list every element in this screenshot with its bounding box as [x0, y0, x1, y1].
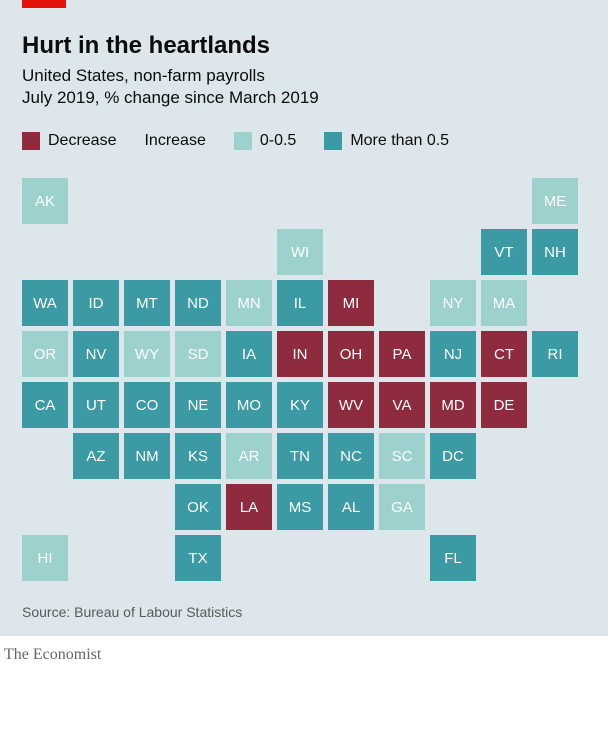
- legend-increase-label: Increase: [144, 132, 205, 150]
- swatch-high: [324, 132, 342, 150]
- state-cell-ga: GA: [379, 484, 425, 530]
- state-cell-ia: IA: [226, 331, 272, 377]
- state-cell-ky: KY: [277, 382, 323, 428]
- state-cell-ms: MS: [277, 484, 323, 530]
- state-cell-id: ID: [73, 280, 119, 326]
- state-cell-pa: PA: [379, 331, 425, 377]
- chart-subtitle-1: United States, non-farm payrolls: [22, 66, 586, 86]
- chart-title: Hurt in the heartlands: [22, 32, 586, 60]
- state-cell-il: IL: [277, 280, 323, 326]
- state-cell-me: ME: [532, 178, 578, 224]
- legend-low: 0-0.5: [234, 132, 296, 150]
- state-cell-wa: WA: [22, 280, 68, 326]
- state-cell-ne: NE: [175, 382, 221, 428]
- swatch-decrease: [22, 132, 40, 150]
- state-cell-ar: AR: [226, 433, 272, 479]
- state-cell-wv: WV: [328, 382, 374, 428]
- state-cell-ny: NY: [430, 280, 476, 326]
- state-cell-nc: NC: [328, 433, 374, 479]
- state-cell-de: DE: [481, 382, 527, 428]
- legend: Decrease Increase 0-0.5 More than 0.5: [22, 132, 586, 150]
- state-cell-ks: KS: [175, 433, 221, 479]
- state-cell-ca: CA: [22, 382, 68, 428]
- state-cell-mo: MO: [226, 382, 272, 428]
- state-cell-md: MD: [430, 382, 476, 428]
- state-cell-vt: VT: [481, 229, 527, 275]
- state-cell-in: IN: [277, 331, 323, 377]
- state-cell-va: VA: [379, 382, 425, 428]
- state-cell-nm: NM: [124, 433, 170, 479]
- state-cell-az: AZ: [73, 433, 119, 479]
- swatch-low: [234, 132, 252, 150]
- state-cell-dc: DC: [430, 433, 476, 479]
- economist-red-bar: [22, 0, 66, 8]
- state-cell-ma: MA: [481, 280, 527, 326]
- state-cell-nh: NH: [532, 229, 578, 275]
- legend-decrease-label: Decrease: [48, 132, 116, 150]
- state-cell-mn: MN: [226, 280, 272, 326]
- state-cell-mt: MT: [124, 280, 170, 326]
- state-cell-mi: MI: [328, 280, 374, 326]
- state-cell-wy: WY: [124, 331, 170, 377]
- state-cell-nj: NJ: [430, 331, 476, 377]
- state-cell-ct: CT: [481, 331, 527, 377]
- legend-high-label: More than 0.5: [350, 132, 449, 150]
- legend-high: More than 0.5: [324, 132, 449, 150]
- state-cell-sc: SC: [379, 433, 425, 479]
- state-cell-hi: HI: [22, 535, 68, 581]
- state-cell-tx: TX: [175, 535, 221, 581]
- state-grid: AK ME WI VTNH WAIDMTNDMNILMI NYMA ORNVWYSDIAIN…: [22, 178, 586, 582]
- chart-container: Hurt in the heartlands United States, no…: [0, 0, 608, 636]
- chart-subtitle-2: July 2019, % change since March 2019: [22, 88, 586, 108]
- state-cell-ak: AK: [22, 178, 68, 224]
- state-cell-ri: RI: [532, 331, 578, 377]
- state-cell-tn: TN: [277, 433, 323, 479]
- state-cell-ut: UT: [73, 382, 119, 428]
- state-cell-co: CO: [124, 382, 170, 428]
- state-cell-nd: ND: [175, 280, 221, 326]
- state-cell-oh: OH: [328, 331, 374, 377]
- state-cell-la: LA: [226, 484, 272, 530]
- attribution: The Economist: [0, 636, 608, 674]
- state-cell-or: OR: [22, 331, 68, 377]
- state-cell-sd: SD: [175, 331, 221, 377]
- legend-decrease: Decrease: [22, 132, 116, 150]
- legend-low-label: 0-0.5: [260, 132, 296, 150]
- state-cell-nv: NV: [73, 331, 119, 377]
- state-cell-ok: OK: [175, 484, 221, 530]
- state-cell-wi: WI: [277, 229, 323, 275]
- chart-source: Source: Bureau of Labour Statistics: [22, 604, 586, 620]
- state-cell-fl: FL: [430, 535, 476, 581]
- state-cell-al: AL: [328, 484, 374, 530]
